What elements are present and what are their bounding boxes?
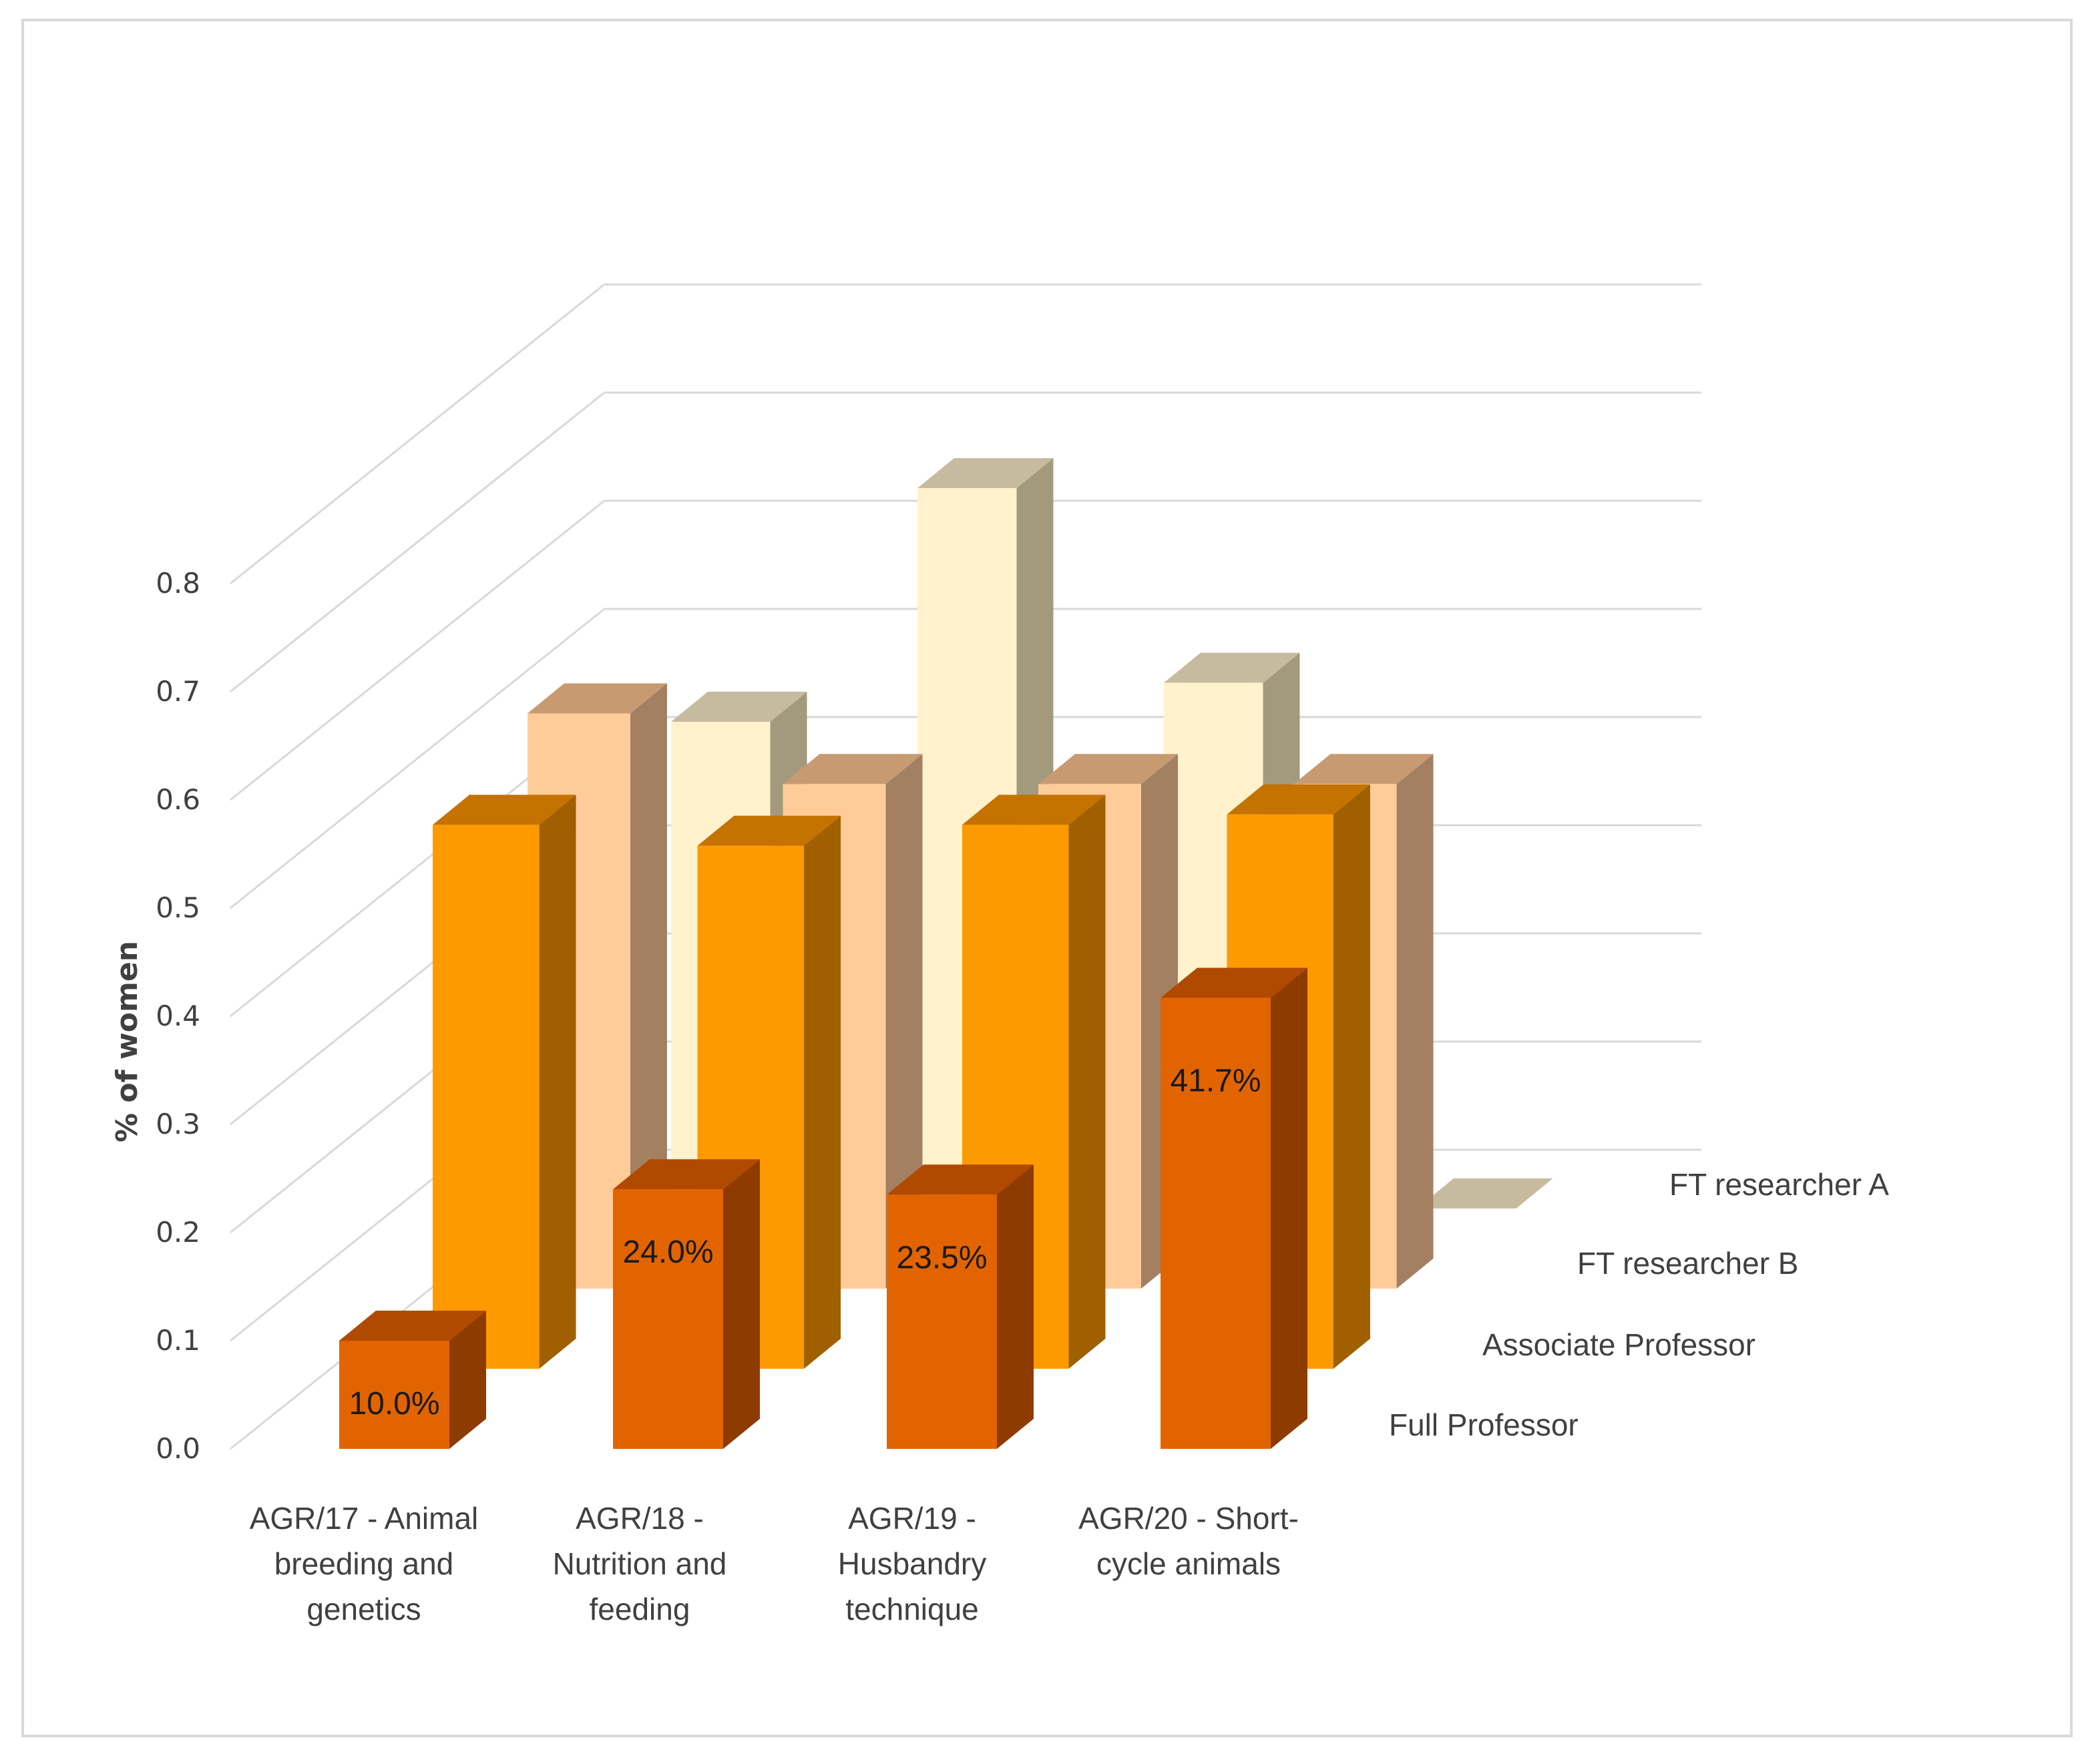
gridline-side <box>230 499 605 801</box>
bar-top-face <box>887 1164 1034 1195</box>
series-label: FT researcher B <box>1577 1246 1798 1281</box>
bar-top-face <box>1038 754 1179 785</box>
gridline-side <box>230 391 605 693</box>
bar-top-face <box>697 815 841 846</box>
y-tick-label: 0.2 <box>156 1216 200 1249</box>
data-label: 41.7% <box>1170 1063 1261 1098</box>
y-tick-label: 0.6 <box>156 783 200 816</box>
bar-full-professor-1: 10.0% <box>339 1311 486 1449</box>
bar-front-face <box>339 1341 449 1449</box>
bar-side-face <box>449 1311 486 1449</box>
data-label: 10.0% <box>349 1386 439 1421</box>
bar-side-face <box>997 1164 1034 1449</box>
bar-front-face <box>887 1194 997 1449</box>
y-tick-label: 0.4 <box>156 1000 200 1032</box>
bar-top-face <box>1227 784 1370 815</box>
series-label: Associate Professor <box>1482 1327 1755 1362</box>
bar-top-face <box>917 458 1054 489</box>
bar-ft-researcher-a-4 <box>1417 1178 1553 1208</box>
bar-full-professor-3: 23.5% <box>887 1164 1034 1449</box>
series-label: Full Professor <box>1389 1407 1579 1442</box>
bar-front-face <box>1161 998 1271 1449</box>
chart-canvas: 10.0%24.0% 23.5%41.7% 0.00.10.20.30.40.50… <box>110 283 1889 1626</box>
bar-top-face <box>783 754 923 785</box>
y-tick-label: 0.5 <box>156 891 200 924</box>
labels: 0.0 0.1 0.2 0.3 0.4 0.5 0.6 0.7 0.8 % of women Ful… <box>110 567 1889 1626</box>
bar-side-face <box>630 683 667 1289</box>
y-tick-label: 0.8 <box>156 567 200 600</box>
bar-top-face <box>1161 967 1307 998</box>
category-label: AGR/20 - Short-cycle animals <box>1078 1501 1299 1581</box>
data-label: 23.5% <box>896 1240 987 1275</box>
bar-side-face <box>804 815 841 1369</box>
chart-frame: 10.0% 24.0% 23.5% 41.7% 0.0 0.1 0.2 0.3 0.4 0.5 0… <box>21 19 2073 1737</box>
series-label: FT researcher A <box>1669 1167 1889 1202</box>
bar-side-face <box>723 1159 760 1449</box>
bar-side-face <box>1333 784 1370 1369</box>
bar-side-face <box>1396 754 1434 1289</box>
y-tick-label: 0.1 <box>156 1324 200 1357</box>
category-label: AGR/19 -Husbandry technique <box>838 1501 986 1626</box>
gridline-side <box>230 283 605 585</box>
gridline-side <box>230 608 605 909</box>
bar-front-face <box>613 1189 723 1449</box>
bar-side-face <box>885 754 923 1289</box>
bar-side-face <box>539 795 576 1369</box>
bars: 10.0% 24.0% 23.5% 41.7% <box>339 458 1553 1449</box>
category-label: AGR/17 - Animal breeding and genetics <box>250 1501 479 1626</box>
bar-top-face <box>433 795 576 825</box>
bar-full-professor-2: 24.0% <box>613 1159 760 1449</box>
bar-top-face <box>671 692 807 722</box>
bar-top-face <box>962 795 1106 825</box>
bar-top-face <box>1164 652 1300 683</box>
bar-top-face <box>1417 1178 1553 1208</box>
data-label: 24.0% <box>622 1235 713 1270</box>
bar-top-face <box>528 683 667 714</box>
bar-top-face <box>1293 754 1434 785</box>
category-label: AGR/18 -Nutrition and feeding <box>553 1501 727 1626</box>
y-tick-label: 0.7 <box>156 675 200 708</box>
bar-top-face <box>613 1159 760 1190</box>
bar-full-professor-4: 41.7% <box>1161 967 1307 1449</box>
bar-front-face <box>433 825 540 1369</box>
y-tick-label: 0.0 <box>156 1432 200 1465</box>
bar-top-face <box>339 1311 486 1341</box>
bar-side-face <box>1068 795 1106 1369</box>
y-axis-title: % of women <box>110 941 144 1142</box>
bar-side-face <box>1271 967 1307 1449</box>
y-tick-label: 0.3 <box>156 1108 200 1140</box>
bar-associate-professor-1 <box>433 795 576 1369</box>
